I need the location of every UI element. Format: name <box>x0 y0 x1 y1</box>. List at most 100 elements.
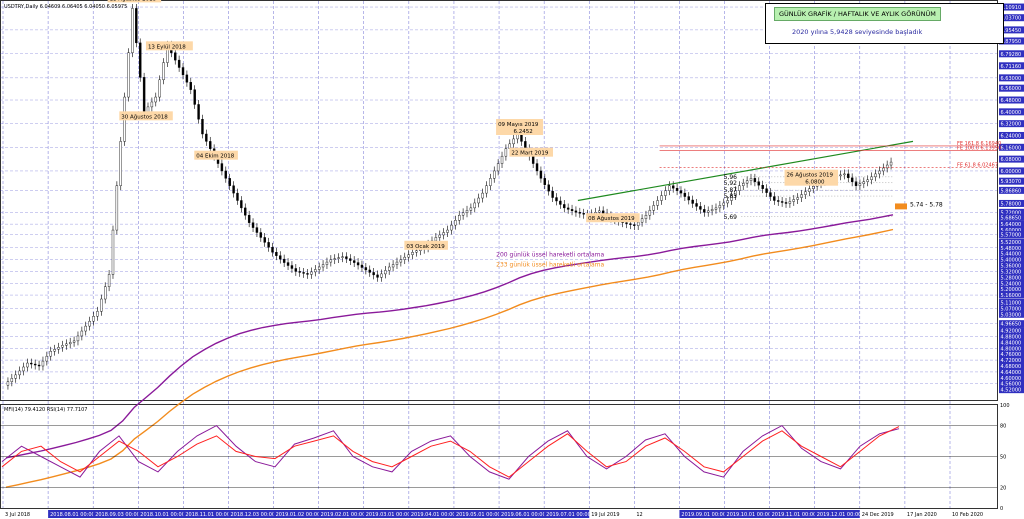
candle-body <box>193 89 196 105</box>
candle-body <box>127 52 130 98</box>
candle-body <box>757 181 760 186</box>
y-tick-box <box>999 298 1024 306</box>
candle-body <box>512 138 515 145</box>
candle-body <box>92 316 95 322</box>
candle-body <box>135 8 138 44</box>
annotation-label: 13 Ağustos 2018 <box>110 0 157 2</box>
y-tick-label: 6.56000 <box>1001 86 1022 92</box>
candle-body <box>745 180 749 184</box>
y-tick-box <box>999 262 1024 270</box>
candle-body <box>707 210 710 213</box>
candle-body <box>271 247 274 253</box>
candle-body <box>808 188 811 192</box>
y-tick-label: 6.71160 <box>1001 64 1022 70</box>
y-tick-box <box>999 356 1024 364</box>
y-tick-label: 4.96650 <box>1001 322 1022 328</box>
y-tick-box <box>999 273 1024 281</box>
candle-body <box>485 185 488 194</box>
candle-body <box>644 215 648 219</box>
indicator-info: MFI(14) 79.4120 RSI(14) 77.7107 <box>4 407 87 413</box>
x-tick-box <box>138 510 192 518</box>
candle-body <box>100 298 103 312</box>
candle-body <box>236 192 239 201</box>
candle-body <box>154 96 157 103</box>
y-tick-label: 5.57000 <box>1001 232 1022 238</box>
candle-body <box>652 205 655 211</box>
x-tick-box <box>453 510 508 518</box>
annotations: 13 Ağustos 2018 30 Ağustos 2018 13 Eylül 2… <box>107 0 839 250</box>
y-tick-label: 4.52000 <box>1001 388 1022 394</box>
candle-body <box>84 325 87 332</box>
y-tick-box <box>999 250 1024 258</box>
candle-body <box>61 345 64 348</box>
symbol-info: USDTRY,Daily 6.04609 6.06405 6.04050 6.0… <box>4 4 127 10</box>
candle-body <box>574 210 578 213</box>
y-tick-box <box>999 96 1024 104</box>
candle-body <box>205 133 208 142</box>
annotation-box <box>194 150 238 160</box>
y-tick-label: 4.72000 <box>1001 358 1022 364</box>
candle-body <box>337 257 340 259</box>
y-tick-label: 5.86860 <box>1001 188 1022 194</box>
y-tick-box <box>999 362 1024 370</box>
y-tick-box <box>999 50 1024 58</box>
candle-body <box>461 212 465 216</box>
y-tick-label: 4.92000 <box>1001 329 1022 335</box>
y-tick-box <box>999 84 1024 92</box>
candle-body <box>489 178 492 186</box>
candle-body <box>279 255 282 260</box>
candle-body <box>450 224 453 231</box>
candle-body <box>407 254 410 258</box>
annotation-box <box>509 147 553 157</box>
candle-body <box>294 268 298 272</box>
y-tick-box <box>999 14 1024 22</box>
candle-body <box>228 178 231 186</box>
info-box-subtitle: 2020 yılına 5,9428 seviyesinde başladık <box>792 28 923 36</box>
y-tick-label: 6.24000 <box>1001 133 1022 139</box>
candle-body <box>582 213 585 215</box>
candle-body <box>531 155 535 164</box>
candle-body <box>158 79 161 98</box>
candles <box>6 3 893 390</box>
candle-body <box>352 260 356 263</box>
fib-level-label: FE 100.0 6.13990 <box>957 145 1001 151</box>
candle-body <box>812 186 815 189</box>
candle-body <box>189 82 192 90</box>
y-tick-label: 5.48000 <box>1001 246 1022 252</box>
candle-body <box>286 262 290 266</box>
x-tick-label: 2018.11.01 00:00 <box>185 512 230 518</box>
y-axis: 7.10910 7.03700 6.95450 6.87950 6.79280 6.711… <box>999 3 1024 394</box>
candle-body <box>773 196 776 201</box>
candle-body <box>240 200 243 209</box>
candle-body <box>201 119 204 135</box>
candle-body <box>220 163 224 172</box>
x-tick-box <box>183 510 237 518</box>
y-tick-label: 5.11000 <box>1001 300 1022 306</box>
candle-body <box>878 170 881 175</box>
candle-body <box>648 210 652 216</box>
candle-body <box>255 227 259 233</box>
y-tick-label: 5.03000 <box>1001 312 1022 318</box>
candle-body <box>784 202 788 204</box>
y-tick-label: 6.00000 <box>1001 169 1022 175</box>
candle-body <box>442 232 445 236</box>
candle-body <box>317 266 321 270</box>
candle-body <box>551 190 554 198</box>
candle-body <box>633 224 636 226</box>
x-tick-box <box>408 510 463 518</box>
x-tick-box <box>589 510 628 518</box>
candle-body <box>454 220 457 226</box>
candle-body <box>695 203 698 207</box>
candle-body <box>547 184 550 192</box>
candle-body <box>749 178 753 181</box>
x-tick-label: 12 <box>636 512 642 518</box>
rsi-line <box>1 424 900 480</box>
candle-body <box>765 188 768 193</box>
y-tick-box <box>999 279 1024 287</box>
y-tick-label: 6.16000 <box>1001 145 1022 151</box>
candle-body <box>730 195 733 201</box>
candle-body <box>282 258 286 263</box>
moving-averages <box>5 214 894 488</box>
y-tick-box <box>999 220 1024 228</box>
